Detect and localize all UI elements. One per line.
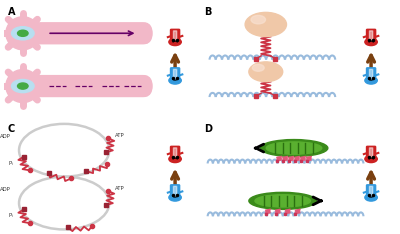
Circle shape xyxy=(365,38,377,46)
Text: D: D xyxy=(204,124,212,134)
FancyBboxPatch shape xyxy=(370,31,373,40)
FancyBboxPatch shape xyxy=(174,31,177,40)
Circle shape xyxy=(251,15,266,24)
Text: B: B xyxy=(204,7,211,17)
Circle shape xyxy=(169,194,181,201)
FancyBboxPatch shape xyxy=(370,186,373,196)
FancyBboxPatch shape xyxy=(366,185,376,197)
Ellipse shape xyxy=(255,195,310,207)
Circle shape xyxy=(365,194,377,201)
FancyBboxPatch shape xyxy=(174,148,177,157)
Circle shape xyxy=(12,27,34,40)
Circle shape xyxy=(365,155,377,163)
Text: ATP: ATP xyxy=(115,186,124,191)
FancyBboxPatch shape xyxy=(366,146,376,158)
Text: ADP: ADP xyxy=(0,187,11,192)
Circle shape xyxy=(365,77,377,84)
Text: ADP: ADP xyxy=(0,134,11,139)
Circle shape xyxy=(169,155,181,163)
Circle shape xyxy=(249,62,283,82)
Ellipse shape xyxy=(249,192,316,209)
FancyBboxPatch shape xyxy=(170,146,180,158)
Text: C: C xyxy=(8,124,15,134)
Text: P$_i$: P$_i$ xyxy=(8,159,14,168)
FancyBboxPatch shape xyxy=(174,186,177,196)
Ellipse shape xyxy=(266,142,322,154)
FancyBboxPatch shape xyxy=(370,69,373,79)
FancyBboxPatch shape xyxy=(174,69,177,79)
Text: P$_i$: P$_i$ xyxy=(8,212,14,220)
FancyBboxPatch shape xyxy=(366,68,376,80)
Circle shape xyxy=(169,38,181,46)
Circle shape xyxy=(169,77,181,84)
Circle shape xyxy=(18,83,28,89)
FancyBboxPatch shape xyxy=(366,29,376,41)
Ellipse shape xyxy=(140,76,152,96)
FancyBboxPatch shape xyxy=(370,148,373,157)
Circle shape xyxy=(18,30,28,36)
FancyBboxPatch shape xyxy=(31,76,148,96)
Ellipse shape xyxy=(260,139,328,157)
FancyBboxPatch shape xyxy=(31,23,148,44)
Ellipse shape xyxy=(140,23,152,43)
FancyBboxPatch shape xyxy=(170,29,180,41)
Text: ATP: ATP xyxy=(115,133,124,138)
Ellipse shape xyxy=(6,17,40,50)
Circle shape xyxy=(252,64,264,71)
Ellipse shape xyxy=(6,69,40,102)
FancyBboxPatch shape xyxy=(170,185,180,197)
Text: A: A xyxy=(8,7,15,17)
Circle shape xyxy=(12,80,34,93)
FancyBboxPatch shape xyxy=(170,68,180,80)
Circle shape xyxy=(245,12,286,37)
